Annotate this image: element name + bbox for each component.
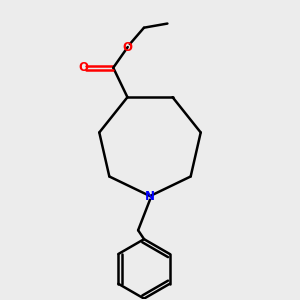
Text: N: N — [145, 190, 155, 202]
Text: O: O — [123, 40, 133, 53]
Text: O: O — [78, 61, 88, 74]
